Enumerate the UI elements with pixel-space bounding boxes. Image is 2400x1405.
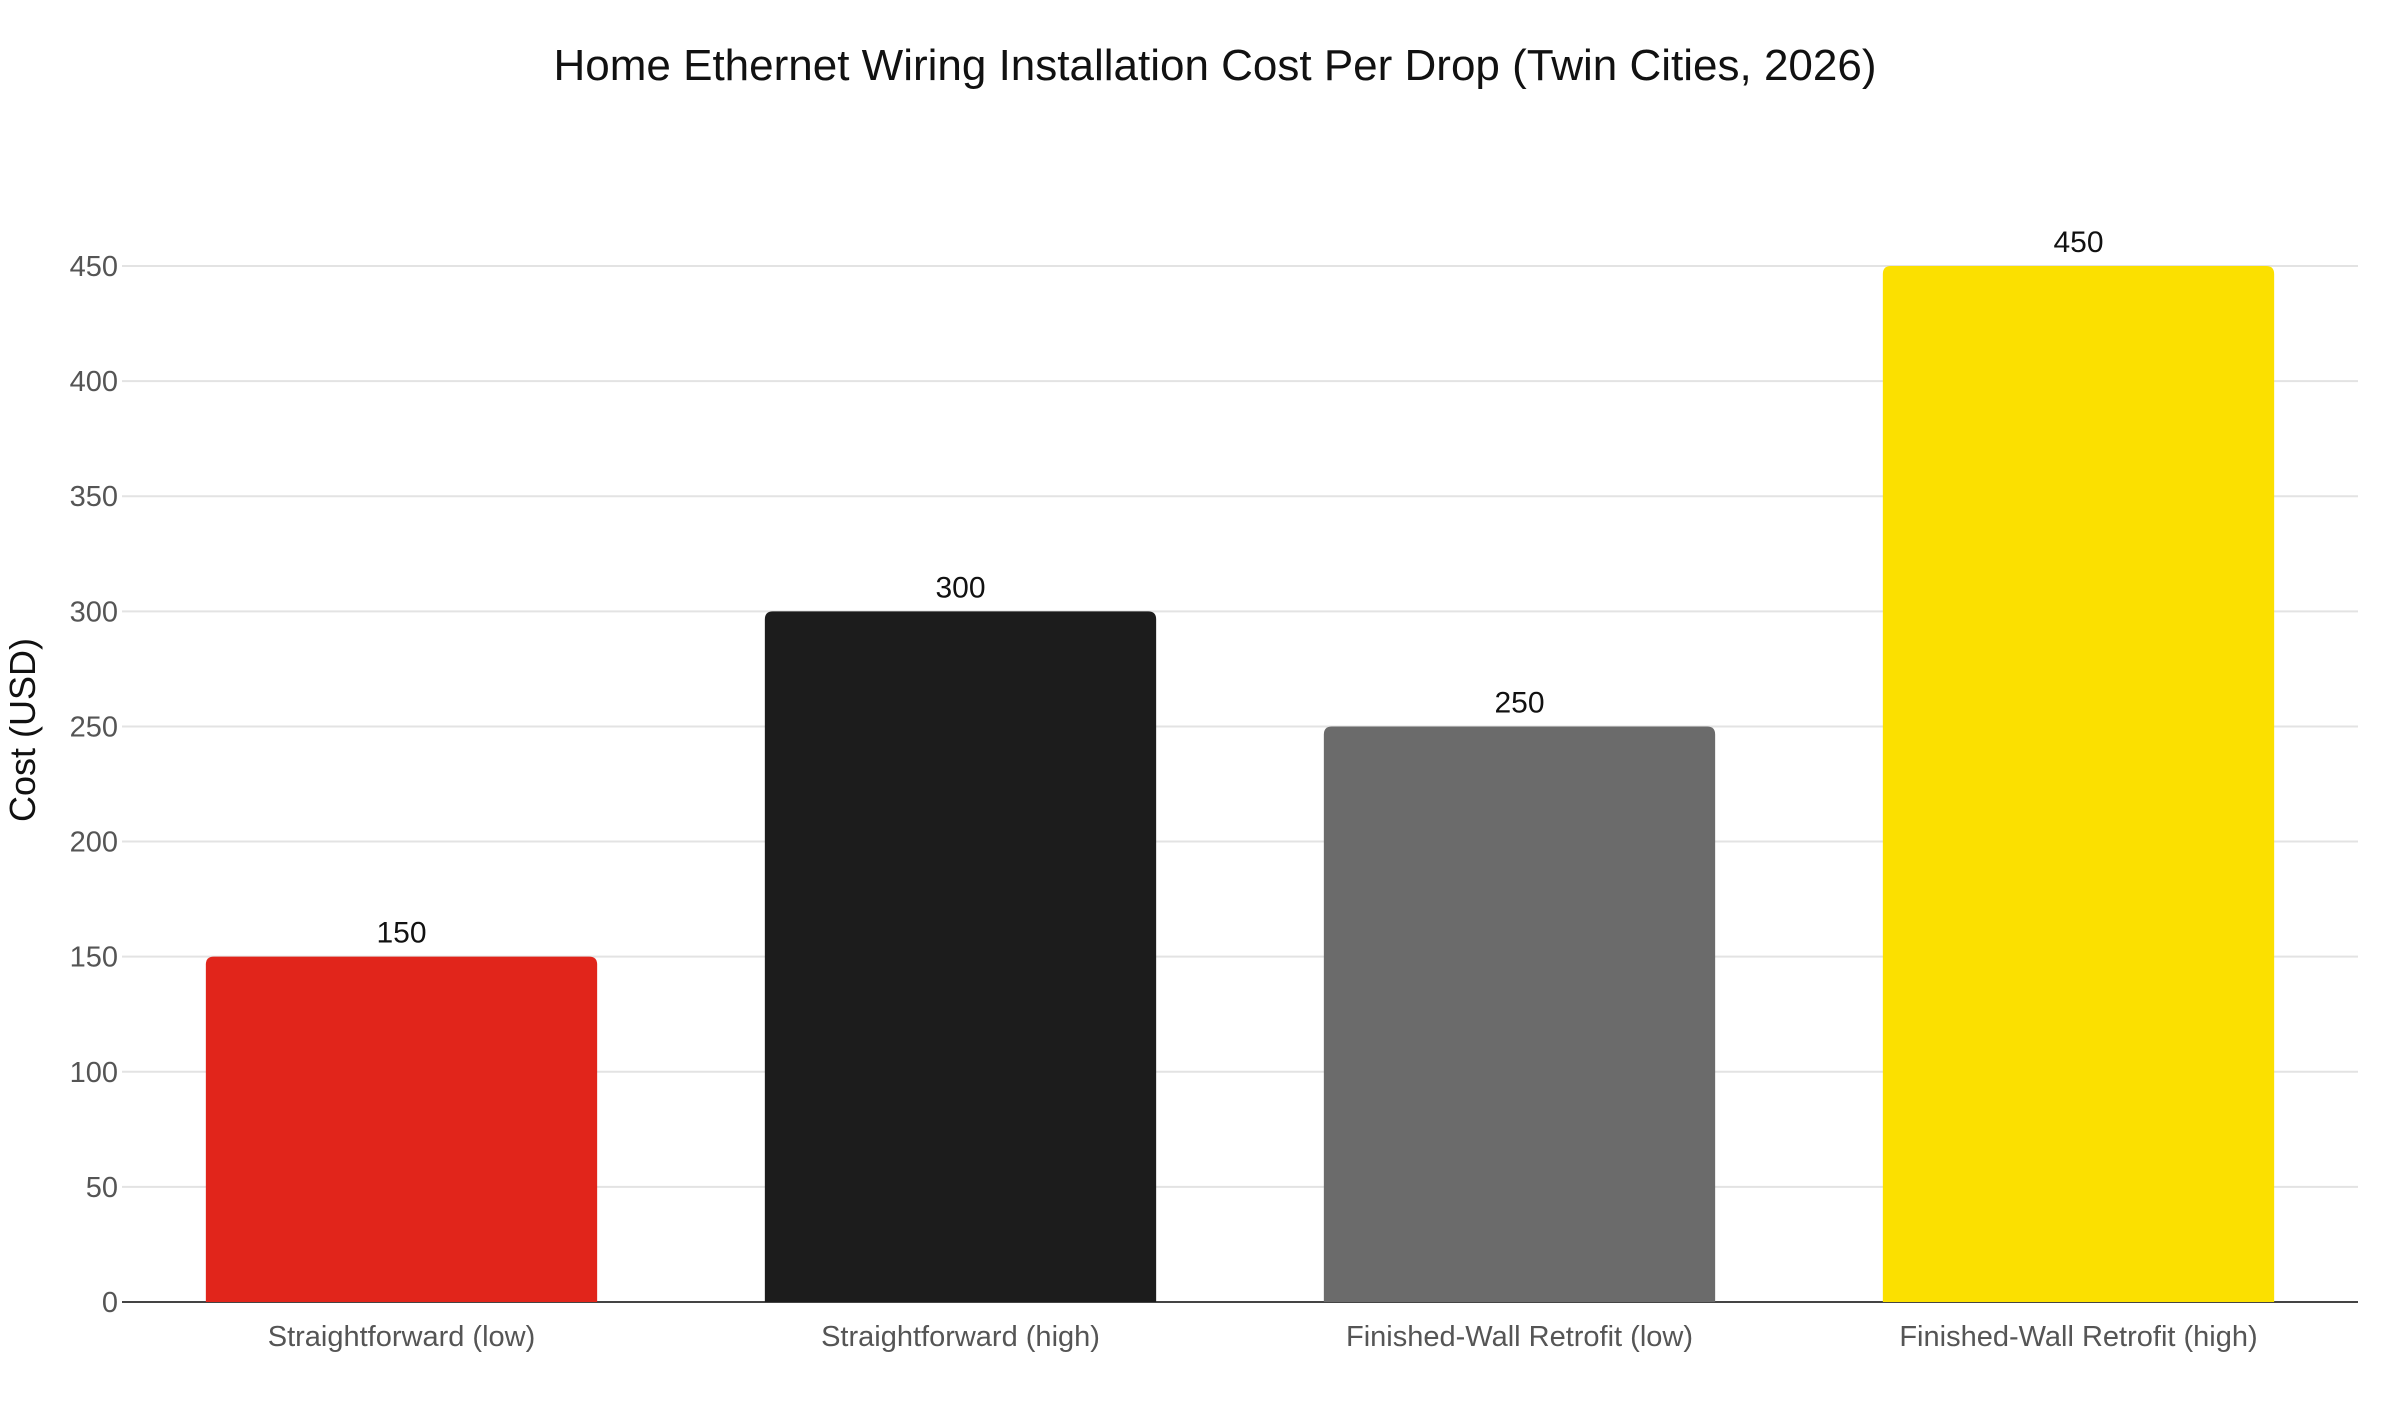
y-tick-label: 250 xyxy=(70,711,118,743)
bars xyxy=(205,266,2275,1302)
y-tick-label: 350 xyxy=(70,481,118,513)
y-tick-label: 100 xyxy=(70,1057,118,1089)
y-tick-label: 300 xyxy=(70,596,118,628)
labels: 0 50 100 150 200 250 300 350 400 450 150 Straightfo… xyxy=(70,226,2258,1353)
x-category-label: Straightforward (high) xyxy=(821,1321,1100,1353)
bar xyxy=(205,956,598,1302)
x-category-label: Finished-Wall Retrofit (low) xyxy=(1346,1321,1693,1353)
y-tick-label: 0 xyxy=(102,1287,118,1319)
y-axis-title: Cost (USD) xyxy=(2,638,43,822)
y-tick-label: 150 xyxy=(70,942,118,974)
bar-value-label: 450 xyxy=(2053,226,2103,259)
y-tick-label: 450 xyxy=(70,251,118,283)
y-tick-label: 200 xyxy=(70,827,118,859)
x-category-label: Finished-Wall Retrofit (high) xyxy=(1899,1321,2257,1353)
x-category-label: Straightforward (low) xyxy=(268,1321,536,1353)
bar xyxy=(764,611,1157,1302)
chart-title: Home Ethernet Wiring Installation Cost P… xyxy=(554,41,1877,90)
bar-value-label: 250 xyxy=(1494,686,1544,719)
bar-value-label: 300 xyxy=(935,571,985,604)
bar xyxy=(1882,266,2275,1302)
bar-value-label: 150 xyxy=(376,917,426,950)
y-tick-label: 400 xyxy=(70,366,118,398)
y-tick-label: 50 xyxy=(86,1172,118,1204)
bar xyxy=(1323,726,1716,1302)
